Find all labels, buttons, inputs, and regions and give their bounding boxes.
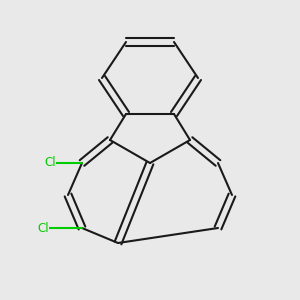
Text: Cl: Cl — [37, 221, 49, 235]
Text: Cl: Cl — [44, 157, 56, 169]
